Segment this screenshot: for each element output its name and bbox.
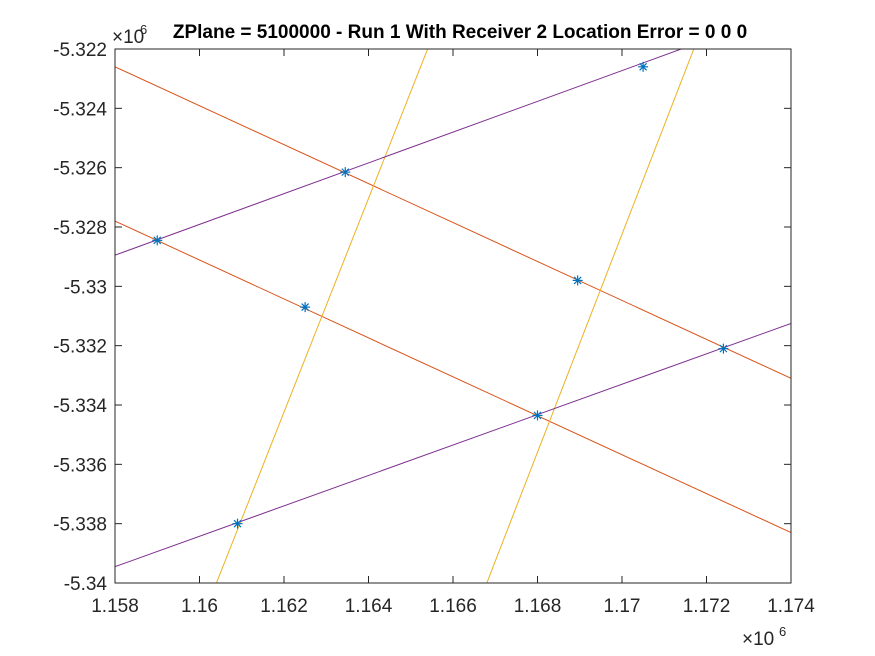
x-tick-label: 1.174 [767,596,815,617]
x-tick-label: 1.164 [345,596,393,617]
asterisk-stroke [533,411,542,420]
series-layer [115,49,791,583]
asterisk-stroke [639,62,648,71]
data-point-5 [232,518,243,529]
x-tick-label: 1.16 [181,596,218,617]
series-line-4 [115,49,683,256]
x-axis-multiplier-exponent: 6 [779,624,786,639]
data-point-2 [638,61,649,72]
y-tick-label: -5.338 [53,515,107,536]
asterisk-stroke [341,168,350,177]
chart-title: ZPlane = 5100000 - Run 1 With Receiver 2… [173,22,747,43]
x-tick-label: 1.166 [429,596,477,617]
y-tick-label: -5.334 [53,396,107,417]
series-line-0 [115,66,791,379]
y-tick-label: -5.336 [53,455,107,476]
labels-layer: 1.158 1.16 1.162 1.164 1.166 1.168 1.17 1.172 1.… [53,22,815,650]
y-axis-multiplier-exponent: 6 [140,22,147,37]
plot-area [115,49,791,583]
asterisk-stroke [153,236,162,245]
y-tick-label: -5.332 [53,337,107,358]
series-line-5 [115,322,791,568]
asterisk-stroke [301,303,310,312]
y-tick-label: -5.328 [53,218,107,239]
x-axis-multiplier: ×10 [742,629,774,650]
x-tick-label: 1.172 [683,596,731,617]
asterisk-stroke [573,276,582,285]
y-tick-label: -5.324 [53,99,107,120]
x-tick-label: 1.17 [604,596,641,617]
series-line-2 [215,49,429,583]
series-line-1 [115,220,791,534]
plot-background [115,49,791,583]
data-point-3 [300,302,311,313]
y-tick-label: -5.34 [64,574,108,595]
y-axis-multiplier: ×10 [112,27,144,48]
y-tick-label: -5.326 [53,159,107,180]
asterisk-stroke [233,519,242,528]
x-tick-label: 1.168 [514,596,562,617]
x-tick-label: 1.158 [91,596,139,617]
data-point-4 [572,275,583,286]
axes-layer [114,48,792,584]
data-point-7 [718,343,729,354]
data-point-1 [340,167,351,178]
y-tick-label: -5.322 [53,40,107,61]
data-point-6 [532,410,543,421]
asterisk-stroke [719,344,728,353]
x-tick-label: 1.162 [260,596,308,617]
y-tick-label: -5.33 [64,277,107,298]
data-point-0 [152,235,163,246]
series-line-3 [486,49,695,583]
